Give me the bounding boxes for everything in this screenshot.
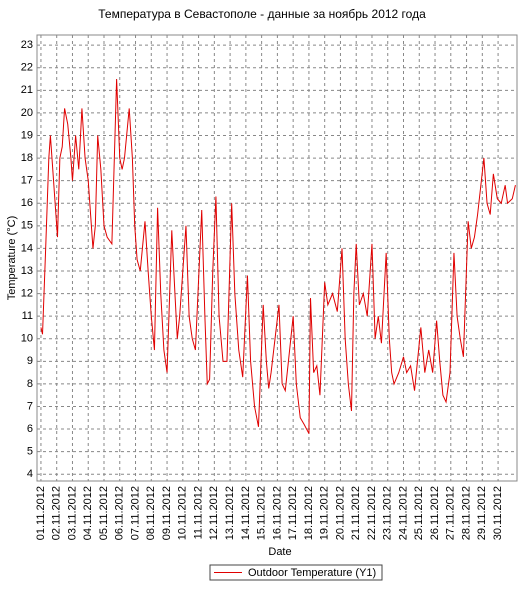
y-tick-label: 21 (21, 84, 33, 96)
y-tick-label: 9 (27, 355, 33, 367)
y-tick-label: 18 (21, 152, 33, 164)
x-tick-label: 12.11.2012 (208, 486, 220, 540)
x-tick-label: 14.11.2012 (240, 486, 252, 540)
x-tick-label: 02.11.2012 (51, 486, 63, 540)
x-tick-label: 08.11.2012 (145, 486, 157, 540)
x-tick-label: 15.11.2012 (256, 486, 268, 540)
y-tick-label: 22 (21, 62, 33, 74)
y-tick-label: 16 (21, 197, 33, 209)
y-tick-label: 8 (27, 378, 33, 390)
legend (209, 564, 383, 581)
y-tick-label: 19 (21, 129, 33, 141)
line-series (40, 79, 516, 434)
y-tick-label: 17 (21, 175, 33, 187)
x-tick-label: 07.11.2012 (129, 486, 141, 540)
y-tick-label: 7 (27, 400, 33, 412)
y-tick-label: 11 (22, 310, 33, 322)
y-axis-label: Temperature (°C) (6, 216, 18, 300)
x-tick-label: 13.11.2012 (224, 486, 236, 540)
y-tick-label: 13 (21, 265, 33, 277)
legend-label: Outdoor Temperature (Y1) (248, 567, 376, 579)
y-tick-label: 12 (21, 287, 33, 299)
y-tick-label: 10 (21, 333, 33, 345)
chart-title: Температура в Севастополе - данные за но… (98, 7, 426, 21)
x-tick-label: 18.11.2012 (303, 486, 315, 540)
y-tick-label: 15 (21, 220, 33, 232)
y-tick-label: 23 (21, 39, 33, 51)
x-tick-label: 03.11.2012 (66, 486, 78, 540)
y-tick-label: 6 (27, 423, 33, 435)
x-tick-label: 25.11.2012 (413, 486, 425, 540)
x-tick-label: 04.11.2012 (82, 486, 94, 540)
x-tick-label: 23.11.2012 (382, 486, 394, 540)
x-tick-label: 26.11.2012 (429, 486, 441, 540)
x-axis-label: Date (268, 546, 291, 558)
x-tick-label: 28.11.2012 (460, 486, 472, 540)
x-tick-label: 22.11.2012 (366, 486, 378, 540)
x-tick-label: 01.11.2012 (35, 486, 47, 540)
x-tick-label: 19.11.2012 (319, 486, 331, 540)
y-tick-label: 5 (27, 446, 33, 458)
x-tick-label: 09.11.2012 (161, 486, 173, 540)
x-tick-label: 06.11.2012 (114, 486, 126, 540)
y-tick-label: 14 (21, 242, 33, 254)
x-tick-label: 21.11.2012 (350, 486, 362, 540)
x-tick-label: 17.11.2012 (287, 486, 299, 540)
y-tick-label: 20 (21, 107, 33, 119)
x-tick-label: 30.11.2012 (492, 486, 504, 540)
x-tick-label: 29.11.2012 (476, 486, 488, 540)
x-tick-label: 16.11.2012 (271, 486, 283, 540)
x-tick-label: 20.11.2012 (334, 486, 346, 540)
y-tick-label: 4 (27, 468, 33, 480)
x-tick-label: 11.11.2012 (192, 486, 204, 539)
x-tick-label: 05.11.2012 (98, 486, 110, 540)
x-tick-label: 27.11.2012 (445, 486, 457, 540)
x-tick-label: 10.11.2012 (177, 486, 189, 540)
x-tick-label: 24.11.2012 (397, 486, 409, 540)
